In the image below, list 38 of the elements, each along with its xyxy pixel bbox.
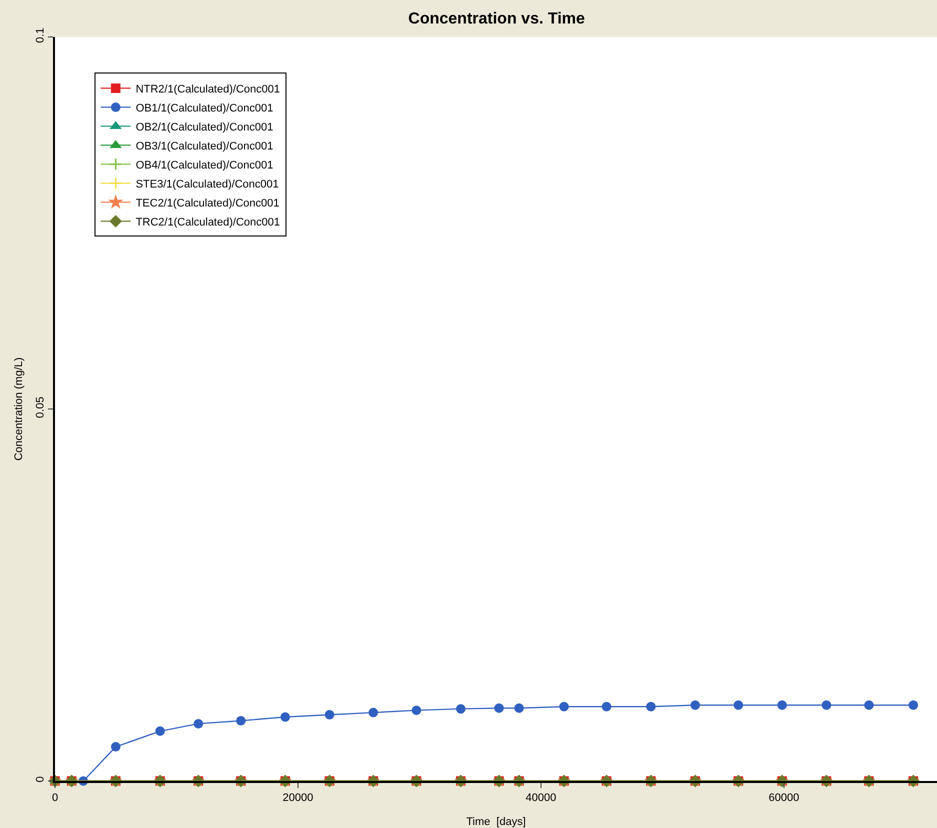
x-axis-title: Time [days] xyxy=(466,816,526,828)
point xyxy=(456,704,466,714)
legend-label: OB2/1(Calculated)/Conc001 xyxy=(136,122,274,134)
point xyxy=(602,702,612,712)
point xyxy=(514,703,524,713)
point xyxy=(368,708,378,718)
point xyxy=(690,700,700,710)
x-tick-label: 40000 xyxy=(526,792,556,804)
x-tick-label: 0 xyxy=(52,792,58,804)
x-tick-label: 20000 xyxy=(282,792,314,804)
legend-label: OB3/1(Calculated)/Conc001 xyxy=(136,140,274,152)
x-tick-label: 60000 xyxy=(768,792,800,804)
legend-label: OB1/1(Calculated)/Conc001 xyxy=(136,102,274,114)
legend-label: TEC2/1(Calculated)/Conc001 xyxy=(136,198,280,210)
legend-label: TRC2/1(Calculated)/Conc001 xyxy=(136,216,280,228)
point xyxy=(280,712,290,722)
point xyxy=(236,716,246,726)
point xyxy=(822,700,832,710)
point xyxy=(864,700,874,710)
point xyxy=(777,700,787,710)
y-tick-label: 0.1 xyxy=(34,28,47,43)
legend-label: NTR2/1(Calculated)/Conc001 xyxy=(136,84,280,96)
y-tick-label: 0.05 xyxy=(34,396,47,418)
legend-label: OB4/1(Calculated)/Conc001 xyxy=(136,160,274,172)
y-tick-label: 0 xyxy=(34,776,47,782)
point xyxy=(646,702,656,712)
chart-title: Concentration vs. Time xyxy=(408,10,586,28)
point xyxy=(734,700,744,710)
point xyxy=(494,703,504,713)
point xyxy=(155,726,165,736)
point xyxy=(324,710,334,720)
point xyxy=(412,706,422,716)
y-axis-title: Concentration (mg/L) xyxy=(13,357,25,461)
point xyxy=(559,702,569,712)
point xyxy=(908,700,918,710)
point xyxy=(194,718,204,728)
point xyxy=(110,742,120,752)
legend-label: STE3/1(Calculated)/Conc001 xyxy=(136,178,279,190)
